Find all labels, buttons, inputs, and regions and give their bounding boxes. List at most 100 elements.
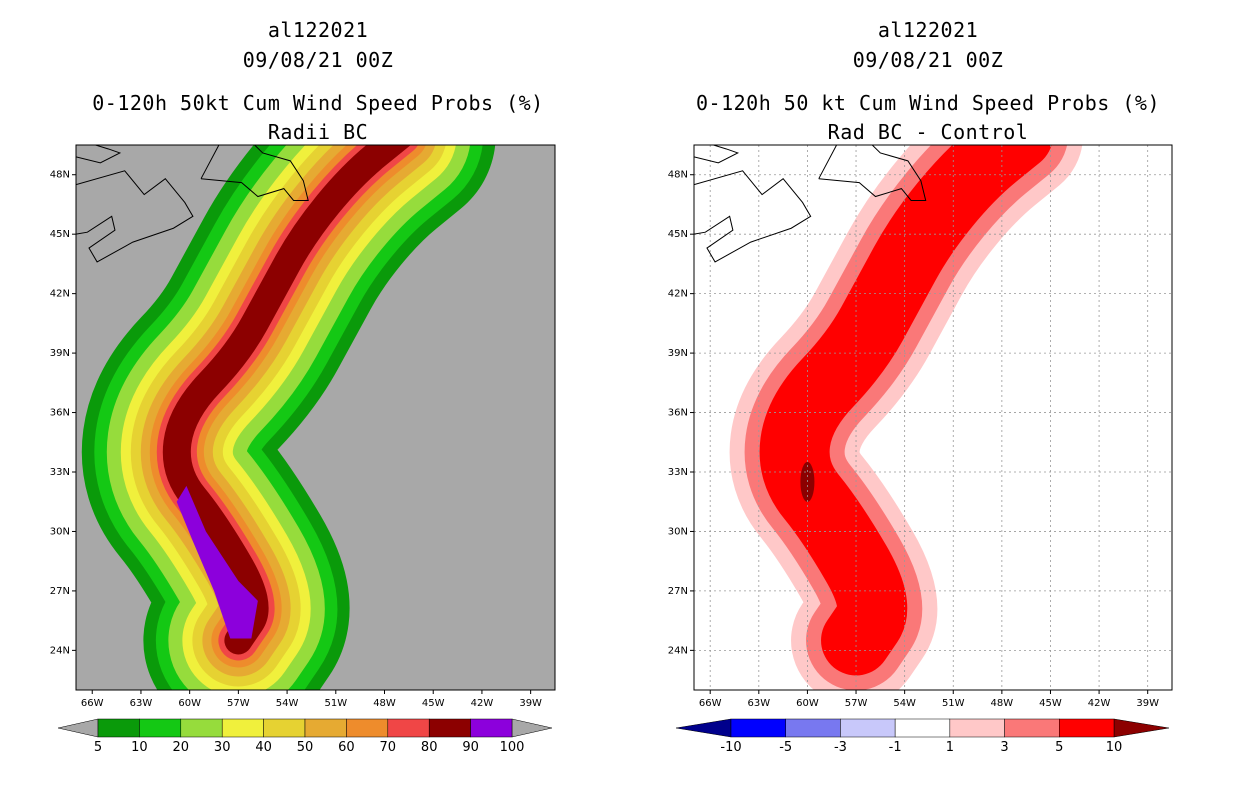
- left-colorbar-label-4: 40: [255, 740, 272, 755]
- right-x-tick-label-7: 45W: [1039, 698, 1062, 709]
- left-colorbar-label-6: 60: [338, 740, 355, 755]
- right-colorbar-label-4: 1: [946, 740, 954, 755]
- right-colorbar-swatch-1: [785, 718, 841, 738]
- left-colorbar-swatch-0: [97, 718, 140, 738]
- left-colorbar-label-2: 20: [173, 740, 190, 755]
- right-contour-band-1: [744, 145, 1067, 690]
- right-colorbar-swatch-3: [894, 718, 951, 738]
- left-contour-band-2: [106, 145, 470, 690]
- left-colorbar-label-3: 30: [214, 740, 231, 755]
- right-contour-band-0: [729, 145, 1082, 690]
- left-contour-band-3: [120, 145, 456, 690]
- left-contour-band-8: [162, 145, 411, 655]
- left-contour-band-6: [149, 145, 426, 668]
- right-title-line-2: 09/08/21 00Z: [852, 48, 1004, 72]
- left-contour-band-1: [94, 145, 482, 690]
- right-x-tick-label-8: 42W: [1088, 698, 1111, 709]
- left-colorbar-swatch-4: [263, 718, 306, 738]
- left-colorbar-swatch-9: [470, 718, 513, 738]
- right-y-tick-label-1: 27N: [668, 586, 688, 597]
- right-y-tick-label-4: 36N: [668, 408, 688, 419]
- right-coastline-1: [818, 145, 927, 201]
- left-colorbar-label-7: 70: [380, 740, 397, 755]
- left-y-tick-label-6: 42N: [50, 289, 70, 300]
- left-contour-band-7: [156, 145, 419, 661]
- right-x-tick-label-3: 57W: [845, 698, 868, 709]
- left-colorbar-swatch-3: [221, 718, 264, 738]
- right-contour-group: [694, 145, 1172, 690]
- right-colorbar-swatch-2: [840, 718, 896, 738]
- left-x-tick-label-2: 60W: [178, 698, 201, 709]
- left-colorbar-label-1: 10: [131, 740, 148, 755]
- right-x-tick-label-2: 60W: [796, 698, 819, 709]
- left-x-tick-label-0: 66W: [81, 698, 104, 709]
- right-x-tick-label-6: 48W: [991, 698, 1014, 709]
- left-plot-background: [76, 145, 555, 690]
- left-x-tick-label-1: 63W: [130, 698, 153, 709]
- left-colorbar-swatch-2: [180, 718, 223, 738]
- left-colorbar-swatch-6: [346, 718, 389, 738]
- right-plot-background: [694, 145, 1172, 690]
- left-x-tick-label-5: 51W: [324, 698, 347, 709]
- right-y-tick-label-2: 30N: [668, 526, 688, 537]
- right-colorbar-label-2: -3: [834, 740, 847, 755]
- right-x-tick-label-5: 51W: [942, 698, 965, 709]
- left-y-tick-label-8: 48N: [50, 170, 70, 181]
- right-y-tick-label-6: 42N: [668, 289, 688, 300]
- right-x-tick-label-4: 54W: [893, 698, 916, 709]
- right-y-tick-label-3: 33N: [668, 467, 688, 478]
- left-title-line-4: Radii BC: [267, 120, 369, 144]
- right-y-tick-label-7: 45N: [668, 229, 688, 240]
- left-contour-band-0: [81, 145, 495, 690]
- left-contour-band-5: [140, 145, 436, 677]
- left-colorbar-label-9: 90: [462, 740, 479, 755]
- left-colorbar-swatch-8: [428, 718, 471, 738]
- left-colorbar-label-10: 100: [500, 740, 525, 755]
- right-colorbar-label-6: 5: [1055, 740, 1063, 755]
- left-y-tick-label-3: 33N: [50, 467, 70, 478]
- left-x-tick-label-8: 42W: [471, 698, 494, 709]
- right-colorbar-swatch-4: [949, 718, 1005, 738]
- left-colorbar-swatch-1: [139, 718, 182, 738]
- right-x-tick-label-0: 66W: [699, 698, 722, 709]
- left-y-tick-label-0: 24N: [50, 645, 70, 656]
- right-colorbar-label-1: -5: [779, 740, 792, 755]
- right-x-tick-label-1: 63W: [748, 698, 771, 709]
- left-x-tick-label-7: 45W: [422, 698, 445, 709]
- left-plot-frame: [75, 144, 556, 691]
- right-title-line-3: 0-120h 50 kt Cum Wind Speed Probs (%): [695, 91, 1161, 115]
- right-title-line-4: Rad BC - Control: [827, 120, 1029, 144]
- left-x-tick-label-9: 39W: [519, 698, 542, 709]
- right-colorbar-label-3: -1: [889, 740, 902, 755]
- right-colorbar-label-5: 3: [1000, 740, 1008, 755]
- right-y-tick-label-5: 39N: [668, 348, 688, 359]
- left-coastline-1: [200, 145, 309, 201]
- right-contour-band-2: [759, 145, 1052, 676]
- right-y-tick-label-0: 24N: [668, 645, 688, 656]
- right-colorbar-label-7: 10: [1106, 740, 1123, 755]
- left-colorbar-max-arrow: [511, 718, 553, 738]
- left-y-tick-label-2: 30N: [50, 526, 70, 537]
- right-colorbar-min-arrow: [675, 718, 732, 738]
- left-y-tick-label-7: 45N: [50, 229, 70, 240]
- left-title-line-1: al122021: [267, 18, 369, 42]
- left-colorbar-swatch-7: [387, 718, 430, 738]
- right-colorbar-label-0: -10: [720, 740, 741, 755]
- left-contour-core: [176, 485, 258, 639]
- left-y-tick-label-1: 27N: [50, 586, 70, 597]
- left-x-tick-label-4: 54W: [276, 698, 299, 709]
- left-colorbar-label-0: 5: [94, 740, 102, 755]
- right-colorbar-swatch-6: [1059, 718, 1115, 738]
- right-contour-max: [800, 461, 815, 502]
- right-x-tick-label-9: 39W: [1136, 698, 1159, 709]
- right-y-tick-label-8: 48N: [668, 170, 688, 181]
- left-colorbar-label-5: 50: [297, 740, 314, 755]
- right-coastline-0: [694, 170, 812, 263]
- left-colorbar-min-arrow: [57, 718, 99, 738]
- left-x-tick-label-6: 48W: [373, 698, 396, 709]
- left-x-tick-label-3: 57W: [227, 698, 250, 709]
- left-title-line-2: 09/08/21 00Z: [242, 48, 394, 72]
- left-colorbar-swatch-5: [304, 718, 347, 738]
- left-title-line-3: 0-120h 50kt Cum Wind Speed Probs (%): [92, 91, 544, 115]
- right-title-line-1: al122021: [877, 18, 979, 42]
